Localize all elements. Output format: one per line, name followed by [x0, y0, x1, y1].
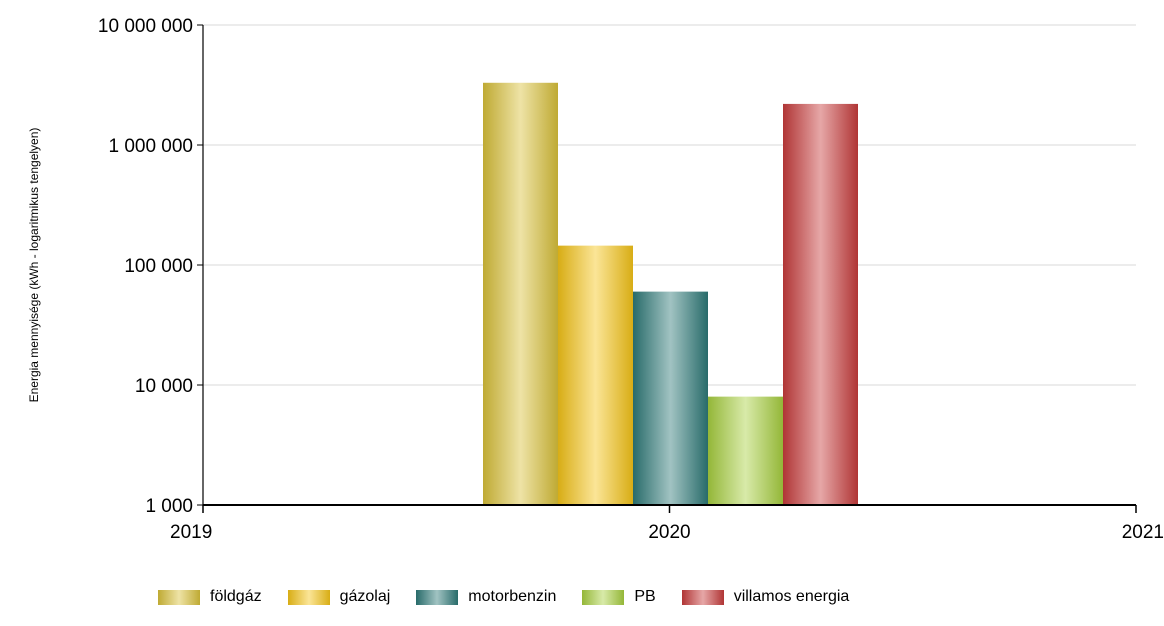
y-tick-label: 1 000 000 — [108, 136, 193, 157]
legend-item: PB — [582, 588, 656, 606]
legend-swatch — [158, 589, 200, 605]
bar-földgáz — [483, 82, 558, 506]
x-tick-label: 2021 — [1122, 522, 1164, 543]
legend-item: gázolaj — [287, 588, 391, 606]
legend-label: földgáz — [210, 588, 262, 605]
bars — [483, 82, 858, 506]
y-axis-title: Energia mennyisége (kWh - logaritmikus t… — [27, 128, 41, 403]
y-ticks: 1 000 10 000 100 000 1 000 000 10 000 000 — [98, 16, 203, 517]
legend-swatch — [416, 589, 459, 605]
x-tick-label: 2019 — [170, 522, 212, 543]
legend-label: motorbenzin — [468, 588, 557, 605]
y-tick-label: 10 000 — [135, 376, 193, 397]
y-tick-label: 1 000 — [145, 496, 193, 517]
bar-gázolaj — [558, 245, 633, 505]
bar-PB — [708, 396, 783, 505]
legend-item: villamos energia — [681, 588, 850, 606]
legend-label: PB — [634, 588, 656, 605]
x-tick-label: 2020 — [648, 522, 690, 543]
legend-swatch — [582, 589, 625, 605]
y-tick-label: 100 000 — [124, 256, 193, 277]
legend-swatch — [287, 589, 330, 605]
bar-villamos-energia — [783, 103, 858, 506]
x-ticks: 2019 2020 2021 — [170, 505, 1164, 543]
bar-motorbenzin — [633, 291, 708, 505]
legend-item: motorbenzin — [416, 588, 556, 606]
legend-label: villamos energia — [733, 588, 850, 605]
legend: földgáz gázolaj motorbenzin PB villamos ener… — [158, 588, 875, 606]
legend-item: földgáz — [158, 588, 262, 606]
legend-label: gázolaj — [339, 588, 391, 605]
y-tick-label: 10 000 000 — [98, 16, 193, 37]
legend-swatch — [681, 589, 724, 605]
